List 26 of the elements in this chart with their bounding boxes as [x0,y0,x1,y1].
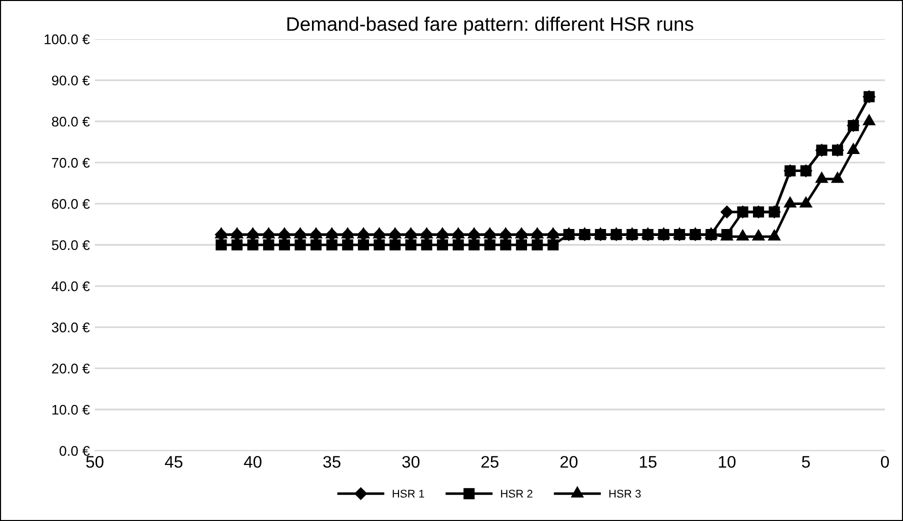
y-tick-label: 50.0 € [52,240,90,250]
y-tick-label: 20.0 € [52,364,90,374]
y-tick-label: 30.0 € [52,322,90,332]
x-tick-label: 0 [880,456,889,468]
x-tick-label: 45 [164,456,182,468]
y-tick-label: 10.0 € [52,404,90,415]
x-tick-label: 40 [244,456,262,468]
x-tick-label: 15 [640,456,656,468]
legend-label: HSR 2 [501,490,532,498]
legend-label: HSR 3 [609,490,641,498]
y-tick-label: 90.0 € [52,76,90,86]
x-tick-label: 20 [560,456,578,468]
x-tick-label: 35 [323,456,340,468]
y-tick-label: 60.0 € [52,199,90,209]
y-tick-label: 100.0 € [44,34,90,44]
y-tick-label: 80.0 € [52,116,90,127]
x-tick-label: 30 [402,456,420,468]
chart-title: Demand-based fare pattern: different HSR runs [287,16,694,35]
y-tick-label: 0.0 € [60,446,90,456]
legend-label: HSR 1 [392,490,424,498]
y-tick-label: 70.0 € [52,158,90,168]
x-tick-label: 50 [86,456,104,468]
x-tick-label: 5 [802,456,810,468]
x-tick-label: 25 [481,456,498,468]
x-tick-label: 10 [718,456,736,468]
y-tick-label: 40.0 € [52,281,90,292]
